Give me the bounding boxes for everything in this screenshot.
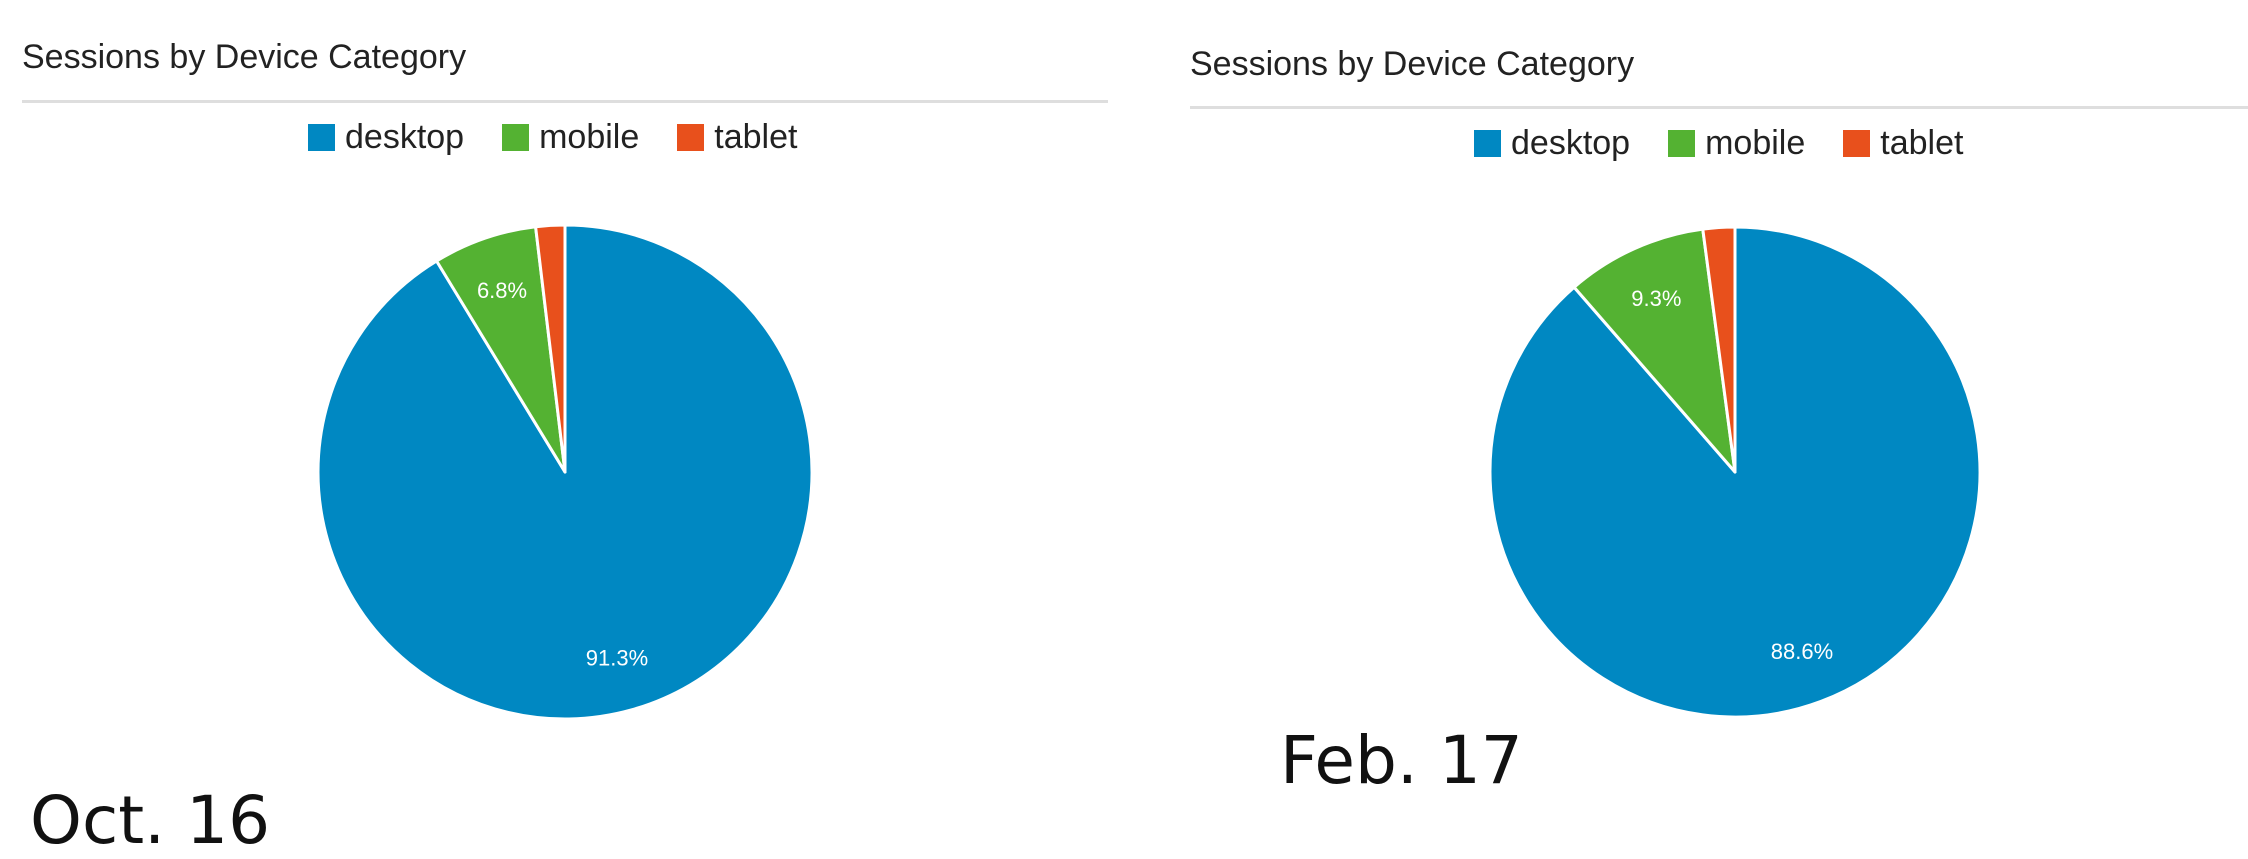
slice-label-desktop: 91.3% [586,646,648,671]
legend-label-desktop: desktop [345,118,465,156]
slice-label-desktop: 88.6% [1771,639,1833,664]
chart-title: Sessions by Device Category [22,38,467,76]
legend-swatch-mobile [1668,130,1696,157]
legend-label-mobile: mobile [539,118,640,156]
legend-item-tablet[interactable]: tablet [677,118,797,157]
date-label: Feb. 17 [1280,722,1523,799]
legend-item-desktop[interactable]: desktop [308,118,464,157]
legend-item-mobile[interactable]: mobile [1668,124,1805,163]
title-divider [1190,106,2248,109]
chart-panel-feb: Sessions by Device Category desktop mobi… [1180,0,2248,845]
legend-label-mobile: mobile [1705,124,1806,162]
legend-swatch-desktop [1474,130,1501,157]
legend-label-desktop: desktop [1511,124,1631,162]
slice-label-mobile: 9.3% [1631,286,1681,311]
date-label: Oct. 16 [30,782,271,859]
legend-item-tablet[interactable]: tablet [1843,124,1963,163]
legend-label-tablet: tablet [1880,124,1964,162]
pie-slice-mobile[interactable] [435,225,567,474]
pie-chart: 91.3% 6.8% [316,223,814,721]
legend-swatch-tablet [1843,130,1871,157]
pie-chart: 88.6% 9.3% [1488,225,1982,719]
legend-swatch-tablet [677,124,705,151]
legend-item-desktop[interactable]: desktop [1474,124,1630,163]
legend-swatch-mobile [502,124,530,151]
chart-legend: desktop mobile tablet [1474,124,2001,163]
title-divider [22,100,1108,103]
legend-swatch-desktop [308,124,335,151]
chart-legend: desktop mobile tablet [308,118,835,157]
pie-slice-tablet[interactable] [1701,225,1737,474]
slice-label-mobile: 6.8% [477,278,527,303]
pie-slice-mobile[interactable] [1572,227,1737,474]
legend-item-mobile[interactable]: mobile [502,118,639,157]
legend-label-tablet: tablet [714,118,798,156]
pie-slice-tablet[interactable] [534,223,567,474]
chart-panel-oct: Sessions by Device Category desktop mobi… [0,0,1120,859]
chart-title: Sessions by Device Category [1190,45,1635,83]
